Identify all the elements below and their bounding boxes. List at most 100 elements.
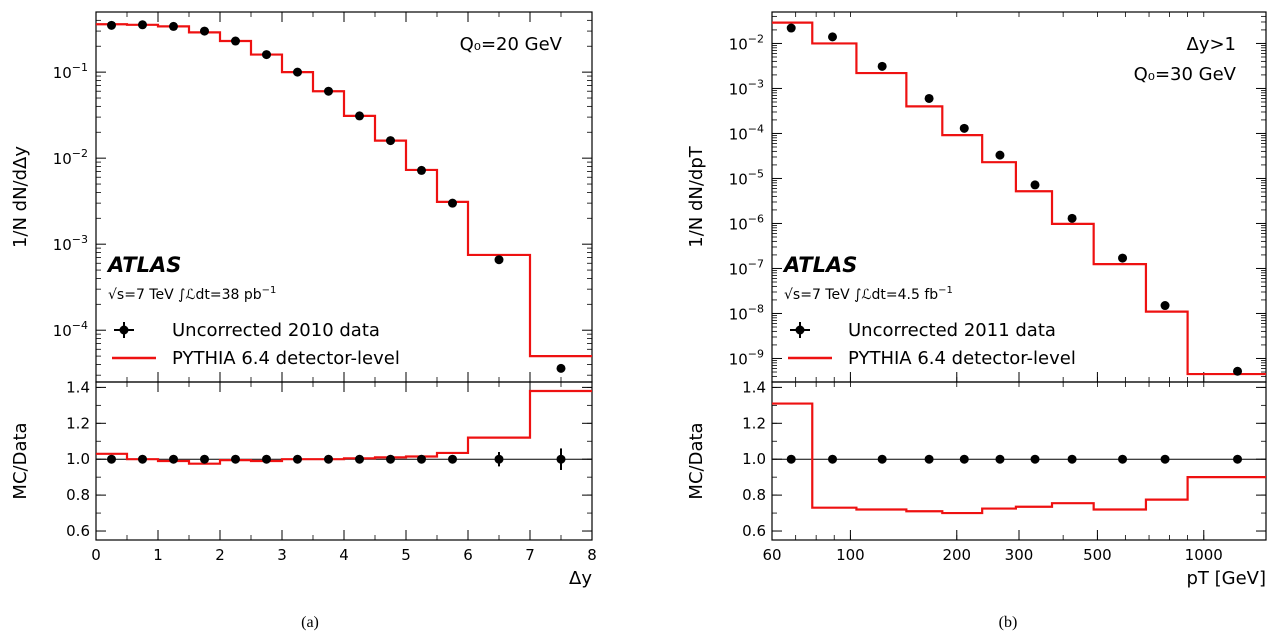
x-axis-label: pT [GeV] [1186, 568, 1266, 589]
x-tick-label: 5 [401, 546, 411, 564]
data-point [355, 111, 364, 121]
ratio-data-point [1030, 454, 1040, 464]
ratio-y-tick-label: 1.2 [66, 414, 90, 432]
ratio-data-point [355, 454, 364, 464]
y-tick-label: 10−7 [729, 257, 764, 278]
ratio-data-point [293, 454, 302, 464]
x-tick-label: 6 [463, 546, 473, 564]
y-tick-label: 10−9 [729, 347, 764, 368]
ratio-y-axis-label: MC/Data [10, 422, 31, 499]
ratio-data-point [324, 454, 333, 464]
ratio-data-point [231, 454, 240, 464]
data-point [995, 150, 1005, 160]
annotation-text: Δy>1 [1187, 34, 1237, 55]
data-point [877, 61, 887, 71]
x-axis-label: Δy [569, 568, 592, 589]
data-point [786, 23, 796, 33]
mc-step-line [772, 21, 1266, 376]
data-point [262, 50, 271, 60]
ratio-data-point [1118, 454, 1128, 464]
ratio-data-point [107, 454, 116, 464]
ratio-y-tick-label: 0.6 [742, 522, 766, 540]
x-tick-label: 1 [153, 546, 163, 564]
data-point [417, 165, 426, 175]
ratio-data-point [386, 454, 395, 464]
luminosity-label: √s=7 TeV ∫ℒdt=4.5 fb−1 [784, 285, 953, 303]
x-tick-label: 100 [836, 546, 865, 564]
y-tick-label: 10−8 [729, 302, 764, 323]
ratio-data-point [262, 454, 271, 464]
ratio-data-point [995, 454, 1005, 464]
y-axis-label: 1/N dN/dΔy [10, 146, 31, 248]
ratio-data-point [1067, 454, 1077, 464]
chart-panel-b: 10−2 10−3 10−4 10−5 10−6 10−7 10−8 10−9 60 100 200… [686, 11, 1267, 631]
x-tick-label: 7 [525, 546, 535, 564]
ratio-data-point [169, 454, 178, 464]
data-point [1160, 301, 1170, 311]
data-point [200, 26, 209, 36]
ratio-data-point [556, 454, 566, 464]
ratio-data-point [138, 454, 147, 464]
ratio-y-tick-label: 1.2 [742, 414, 766, 432]
ratio-y-tick-label: 1.4 [66, 378, 90, 396]
x-tick-label: 200 [942, 546, 971, 564]
ratio-data-point [959, 454, 969, 464]
chart-panel-a: 10−1 10−2 10−3 10−4 0 1 2 3 4 5 6 7 8 0.6 0.8 1.0 1.2 1.4… [10, 11, 597, 631]
ratio-plot-frame [771, 381, 1267, 541]
legend-label-data: Uncorrected 2010 data [172, 320, 380, 341]
luminosity-label: √s=7 TeV ∫ℒdt=38 pb−1 [108, 285, 276, 303]
y-tick-label: 10−1 [53, 61, 88, 82]
annotation-text: Q₀=30 GeV [1134, 64, 1237, 85]
x-tick-label: 500 [1083, 546, 1112, 564]
ratio-data-point [448, 454, 457, 464]
x-tick-label: 300 [1005, 546, 1034, 564]
x-tick-label: 8 [587, 546, 597, 564]
ratio-mc-step-line [96, 389, 592, 465]
data-point [107, 20, 116, 30]
y-tick-label: 10−2 [729, 32, 764, 53]
data-point [138, 20, 147, 30]
data-point [386, 136, 395, 146]
y-tick-label: 10−3 [729, 77, 764, 98]
ratio-data-point [1233, 454, 1243, 464]
mc-step-line [96, 23, 592, 358]
x-tick-label: 3 [277, 546, 287, 564]
experiment-label: ATLAS [106, 253, 181, 277]
x-tick-label: 60 [762, 546, 781, 564]
y-tick-label: 10−4 [729, 122, 764, 143]
ratio-y-tick-label: 0.6 [66, 522, 90, 540]
y-tick-label: 10−5 [729, 167, 764, 188]
y-tick-label: 10−3 [53, 233, 88, 254]
ratio-data-point [877, 454, 887, 464]
data-point [448, 198, 457, 208]
ratio-y-tick-label: 1.4 [742, 378, 766, 396]
annotation-text: Q₀=20 GeV [460, 34, 563, 55]
y-tick-label: 10−6 [729, 212, 764, 233]
ratio-y-tick-label: 1.0 [742, 450, 766, 468]
y-tick-label: 10−2 [53, 147, 88, 168]
ratio-y-axis-label: MC/Data [686, 422, 707, 499]
y-axis-label: 1/N dN/dpT [686, 145, 707, 248]
legend-label-mc: PYTHIA 6.4 detector-level [172, 348, 400, 369]
ratio-mc-step-line [772, 402, 1266, 515]
data-point [828, 32, 838, 42]
ratio-data-point [1160, 454, 1170, 464]
data-point [169, 21, 178, 31]
ratio-y-tick-label: 1.0 [66, 450, 90, 468]
x-tick-label: 1000 [1185, 546, 1223, 564]
panel-caption: (b) [999, 614, 1018, 631]
y-tick-label: 10−4 [53, 319, 88, 340]
data-point [1118, 253, 1128, 263]
ratio-data-point [200, 454, 209, 464]
data-point [924, 93, 934, 103]
data-point [231, 36, 240, 46]
data-point [1030, 180, 1040, 190]
panel-caption: (a) [301, 614, 319, 631]
data-point [494, 255, 504, 265]
ratio-data-point [828, 454, 838, 464]
data-point [293, 67, 302, 77]
ratio-data-point [786, 454, 796, 464]
ratio-data-point [494, 454, 504, 464]
data-point [1233, 366, 1243, 376]
